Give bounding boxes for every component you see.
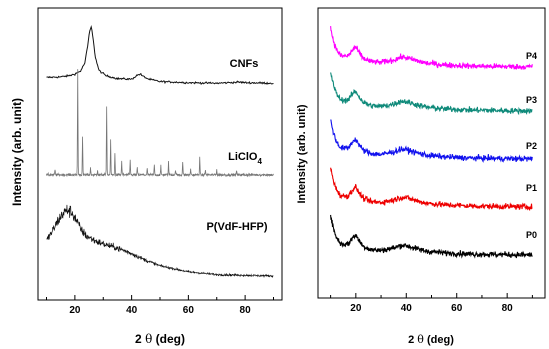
left-x-ticks: 20 40 60 80	[46, 295, 274, 316]
series-label-cnfs: CNFs	[230, 58, 259, 70]
series-label-p2: P2	[526, 141, 537, 151]
series-label-p3: P3	[526, 95, 537, 105]
x-tick-label-80: 80	[240, 305, 252, 316]
trace-pvdf-hfp	[46, 204, 274, 279]
left-x-axis-label: 2 θ (deg)	[135, 332, 185, 346]
trace-p3	[330, 72, 533, 116]
x-tick-label-20: 20	[350, 303, 362, 314]
left-xlabel-theta: θ	[145, 332, 152, 346]
right-x-ticks: 20 40 60 80	[330, 293, 533, 314]
right-xlabel-theta: θ	[417, 333, 424, 346]
right-x-axis-label: 2 θ (deg)	[408, 333, 454, 346]
x-tick-label-20: 20	[69, 305, 81, 316]
series-label-p0: P0	[526, 230, 537, 240]
series-label-p4: P4	[526, 51, 537, 61]
x-tick-label-60: 60	[183, 305, 195, 316]
right-panel: 20 40 60 80 P4 P3 P2 P1 P0 Intensity (arb. …	[296, 7, 546, 346]
trace-liclo4	[46, 69, 274, 178]
left-xlabel-main: 2	[135, 332, 142, 346]
trace-p0	[330, 214, 533, 259]
trace-p1	[330, 167, 533, 211]
x-tick-label-80: 80	[502, 303, 514, 314]
left-panel: 20 40 60 80 CNFs LiClO4 P(VdF-HFP) Intensit…	[10, 7, 283, 346]
left-y-axis-label: Intensity (arb. unit)	[10, 98, 24, 206]
left-xlabel-unit: (deg)	[156, 332, 185, 346]
trace-p2	[330, 119, 533, 163]
series-label-pvdf-hfp: P(VdF-HFP)	[206, 221, 267, 233]
trace-cnfs	[46, 24, 274, 86]
trace-p4	[330, 25, 533, 70]
x-tick-label-60: 60	[451, 303, 463, 314]
left-traces	[46, 24, 274, 279]
right-traces	[330, 25, 533, 259]
x-tick-label-40: 40	[126, 305, 138, 316]
right-xlabel-unit: (deg)	[427, 334, 454, 346]
right-y-axis-label: Intensity (arb. unit)	[296, 104, 308, 203]
right-xlabel-main: 2	[408, 334, 414, 346]
liclo4-subscript: 4	[257, 157, 262, 166]
x-tick-label-40: 40	[401, 303, 413, 314]
series-label-liclo4: LiClO4	[228, 151, 262, 166]
liclo4-name: LiClO	[228, 151, 258, 163]
series-label-p1: P1	[526, 183, 537, 193]
